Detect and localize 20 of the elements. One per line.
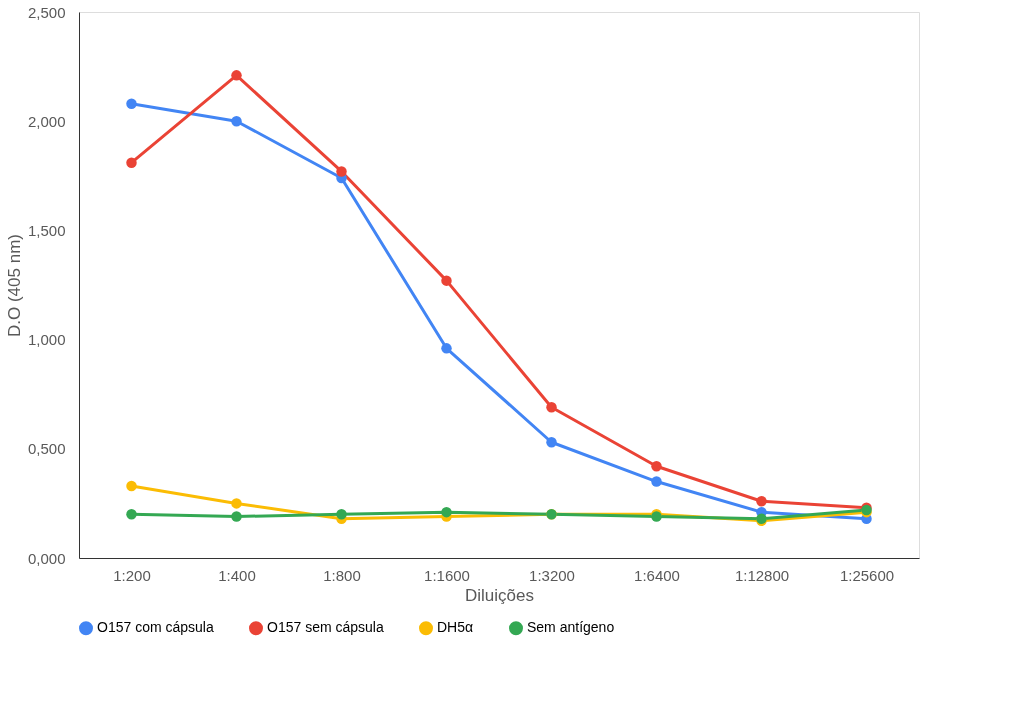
x-tick-label: 1:400 <box>218 566 256 584</box>
x-tick-label: 1:12800 <box>734 566 790 584</box>
y-tick-label: 0,500 <box>27 440 66 458</box>
y-tick-label: 1,500 <box>27 221 66 239</box>
x-tick-label: 1:6400 <box>634 566 680 584</box>
x-tick-label: 1:3200 <box>529 566 575 584</box>
legend-label: Sem antígeno <box>527 619 615 636</box>
x-tick-label: 1:800 <box>323 566 361 584</box>
x-tick-label: 1:1600 <box>424 566 470 584</box>
y-axis-title: D.O (405 nm) <box>4 234 24 337</box>
x-tick-label: 1:25600 <box>839 566 895 584</box>
y-tick-label: 2,500 <box>27 3 66 21</box>
x-axis-title: Diluições <box>465 585 534 605</box>
x-tick-label: 1:200 <box>113 566 151 584</box>
legend-label: O157 com cápsula <box>97 619 214 636</box>
legend-label: DH5α <box>437 619 474 636</box>
y-tick-label: 0,000 <box>27 549 66 567</box>
y-tick-label: 1,000 <box>27 331 66 349</box>
legend-label: O157 sem cápsula <box>267 619 384 636</box>
y-tick-label: 2,000 <box>27 112 66 130</box>
